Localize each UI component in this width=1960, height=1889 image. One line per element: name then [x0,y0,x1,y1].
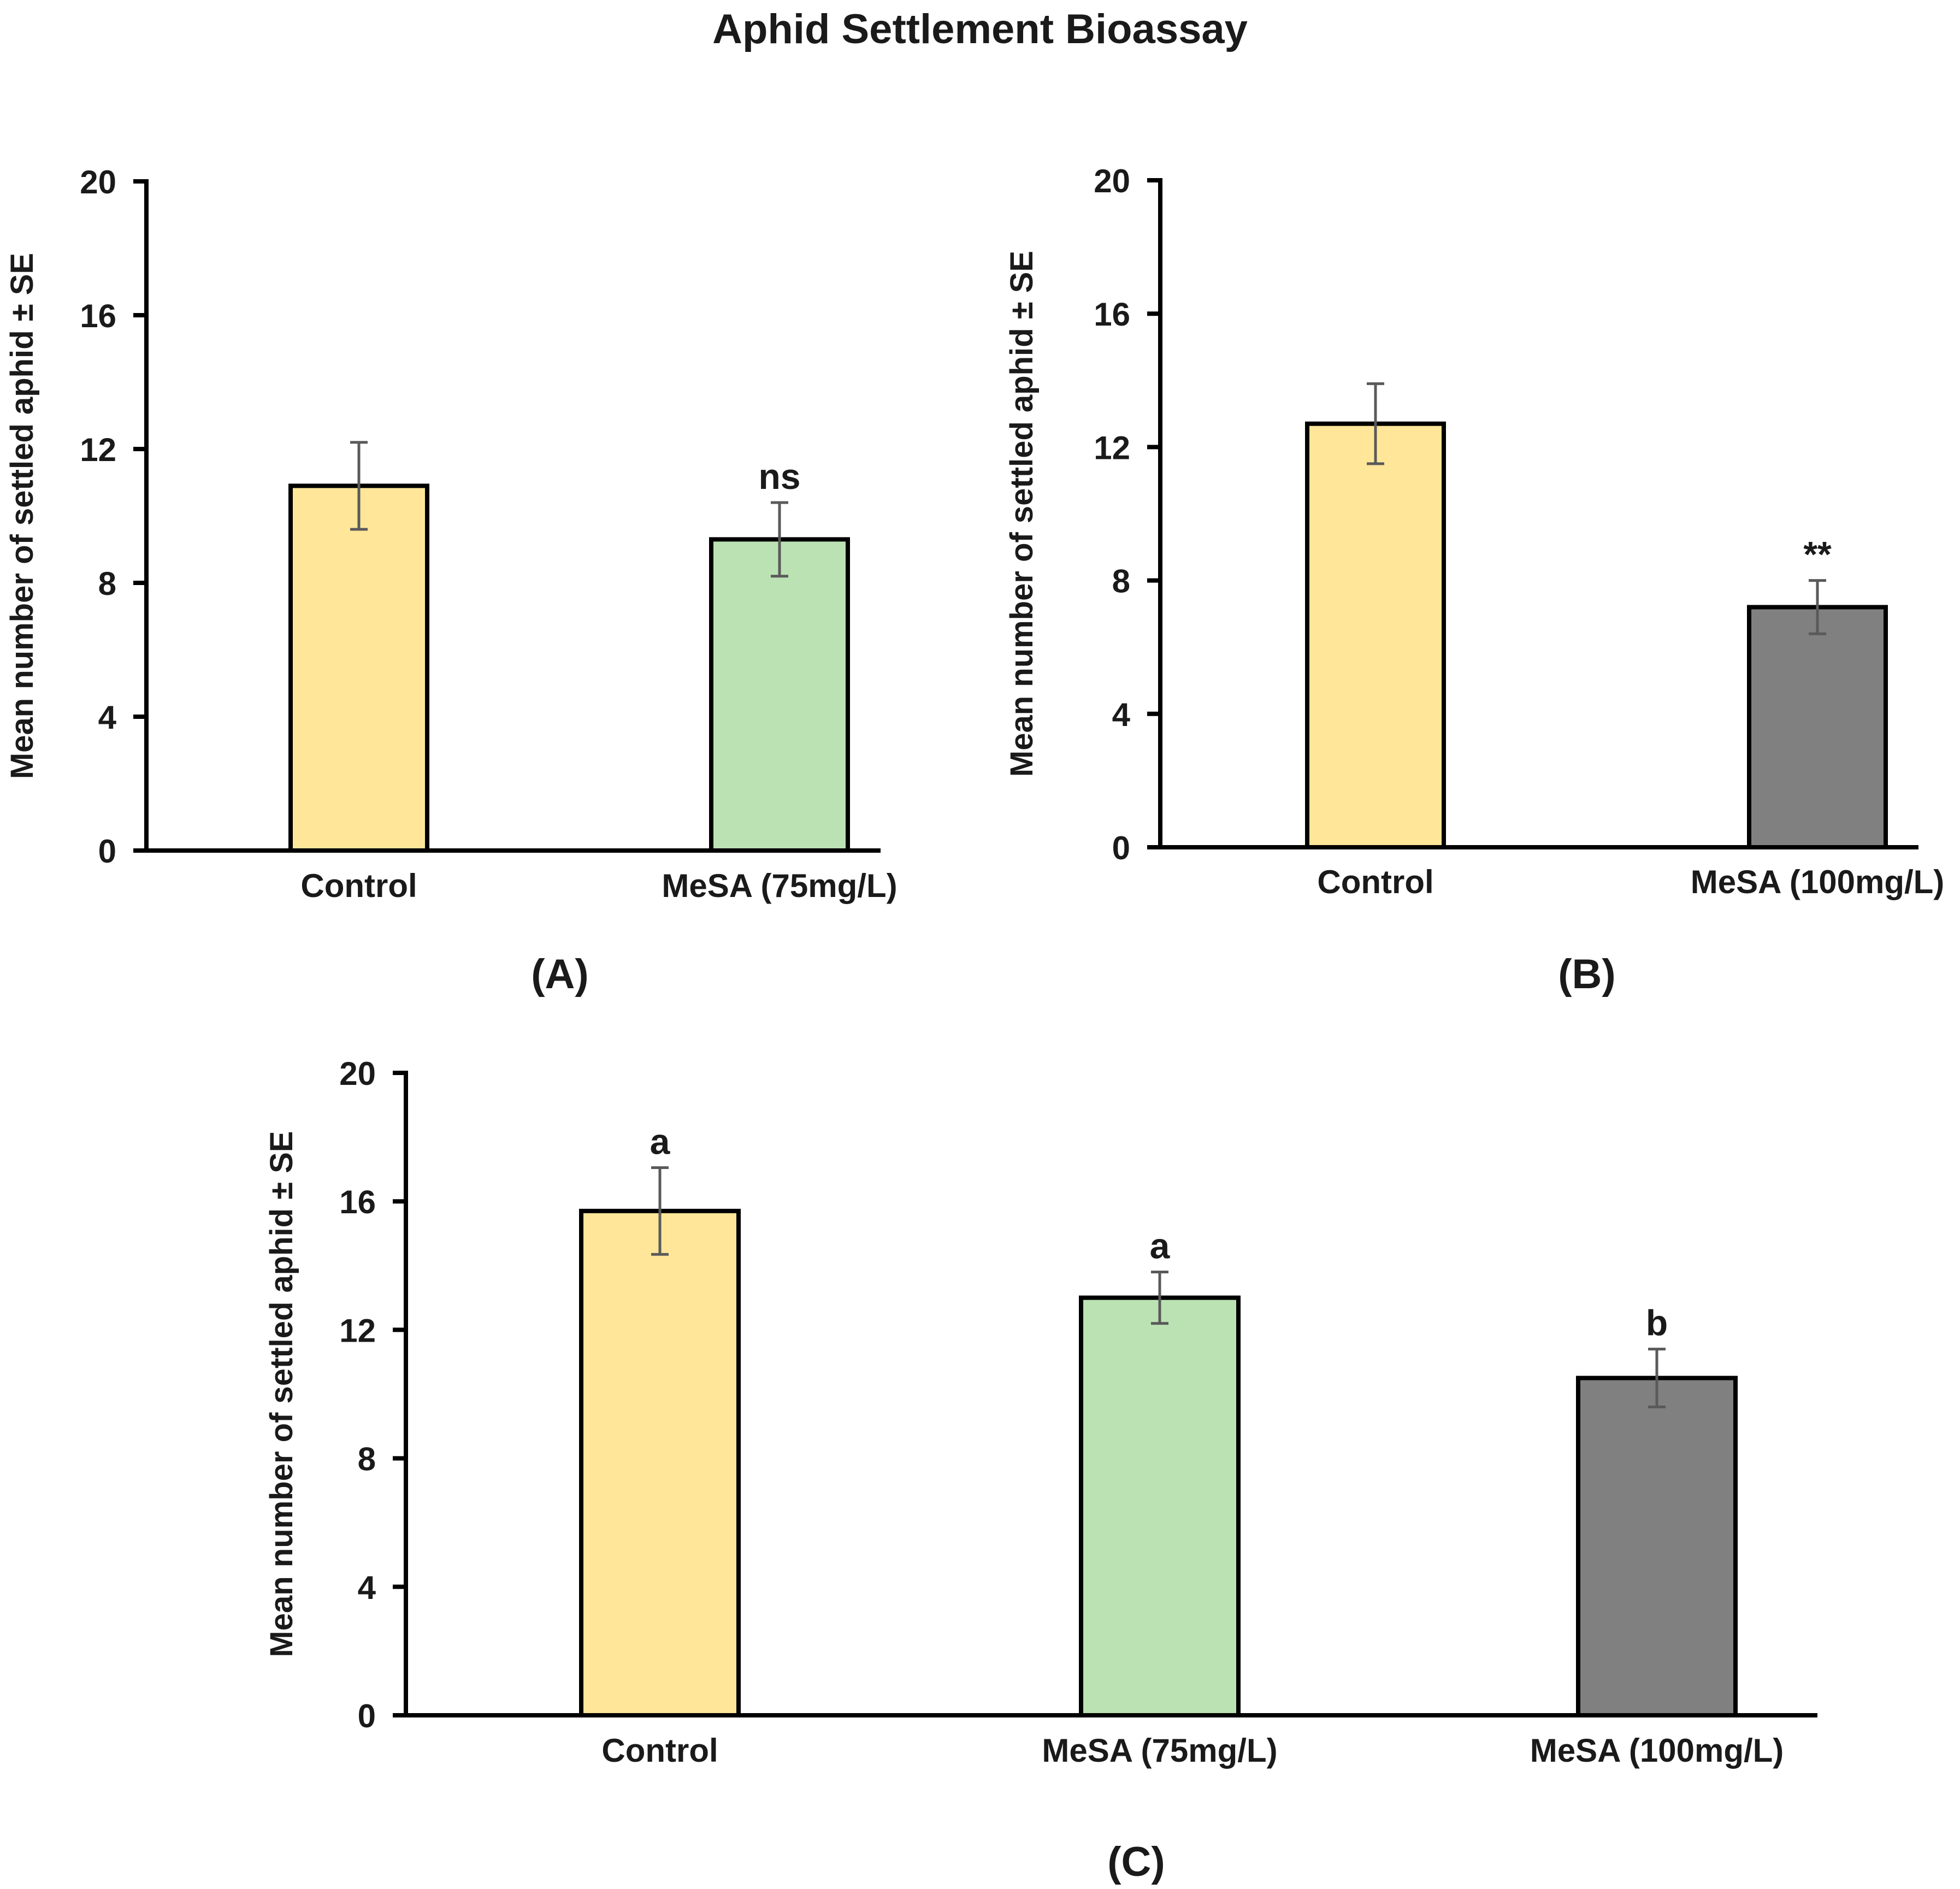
y-tick-label: 20 [80,164,116,200]
figure-title: Aphid Settlement Bioassay [712,6,1248,52]
bar [579,1208,741,1717]
bar [1747,605,1888,849]
bar [1079,1295,1241,1717]
y-tick-label: 12 [339,1312,376,1349]
y-axis-label: Mean number of settled aphid ± SE [264,1131,299,1657]
y-axis-label: Mean number of settled aphid ± SE [4,253,40,779]
significance-label: ** [1803,534,1832,575]
significance-label: b [1646,1303,1668,1343]
chart-panel-b: 0 4 8 12 16 20 Mean number of settled aphid ± … [1004,163,1945,900]
panel-label-b: (B) [1558,951,1616,997]
chart-panel-a: 0 4 8 12 16 20 Mean number of settled aphid ± … [4,164,898,904]
y-tick-label: 16 [339,1184,376,1220]
y-tick-label: 8 [1112,563,1130,600]
significance-label: a [650,1121,671,1161]
y-tick-label: 0 [358,1698,376,1734]
y-tick-label: 12 [1094,429,1130,466]
x-category-label: Control [601,1732,718,1769]
y-tick-label: 4 [358,1569,376,1606]
x-category-label: Control [1317,864,1433,900]
significance-label: ns [758,456,800,497]
y-tick-label: 4 [1112,696,1131,733]
bar [1576,1376,1738,1717]
x-category-label: MeSA (100mg/L) [1530,1732,1784,1769]
y-tick-label: 8 [98,565,116,602]
bar [288,483,429,853]
bar [709,537,850,853]
x-category-label: MeSA (100mg/L) [1691,864,1945,900]
panel-label-c: (C) [1107,1839,1165,1885]
bar [1305,421,1446,849]
y-tick-label: 20 [339,1055,376,1092]
y-tick-label: 16 [80,298,116,334]
y-tick-label: 12 [80,432,116,468]
x-category-label: MeSA (75mg/L) [662,867,897,904]
x-category-label: MeSA (75mg/L) [1042,1732,1277,1769]
y-tick-label: 8 [358,1441,376,1478]
y-tick-label: 4 [98,699,117,736]
significance-label: a [1150,1226,1171,1266]
y-tick-label: 20 [1094,163,1130,199]
y-tick-label: 0 [98,833,116,870]
y-tick-label: 16 [1094,296,1130,333]
x-category-label: Control [300,867,417,904]
chart-panel-c: 0 4 8 12 16 20 Mean number of settled aphid ± … [264,1055,1817,1769]
y-tick-label: 0 [1112,830,1130,866]
y-axis-label: Mean number of settled aphid ± SE [1004,251,1040,777]
panel-label-a: (A) [531,951,589,997]
